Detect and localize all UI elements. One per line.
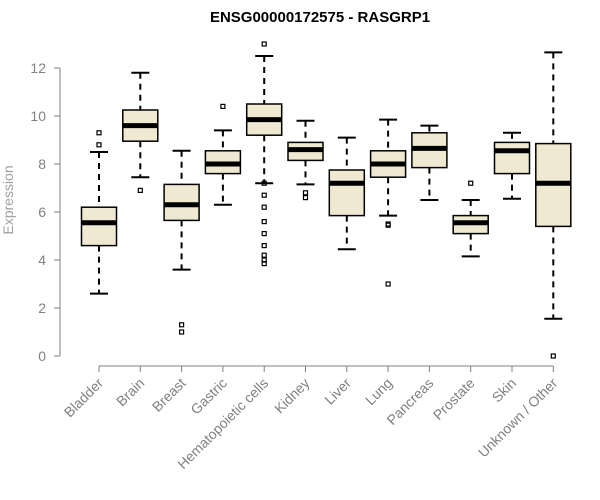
outlier-point-0 <box>468 180 474 186</box>
y-tick-label-0: 0 <box>38 348 46 364</box>
outlier-point-1 <box>261 180 267 186</box>
y-tick-label-2: 4 <box>38 252 46 268</box>
box-group-10 <box>493 131 531 200</box>
box-group-1 <box>122 71 159 193</box>
box-group-11 <box>535 51 572 359</box>
outlier-point-9 <box>261 261 267 267</box>
x-tick-label-6: Liver <box>321 375 354 408</box>
x-tick-label-2: Breast <box>149 375 189 415</box>
box-group-7 <box>369 118 407 287</box>
y-tick-label-3: 6 <box>38 204 46 220</box>
chart-title: ENSG00000172575 - RASGRP1 <box>210 9 430 26</box>
y-tick-label-6: 12 <box>30 60 46 76</box>
box-group-6 <box>328 136 366 251</box>
x-tick-label-9: Prostate <box>430 375 478 423</box>
box-group-5 <box>287 119 324 201</box>
x-tick-label-0: Bladder <box>61 375 107 421</box>
outlier-point-5 <box>261 231 267 237</box>
x-tick-label-5: Kidney <box>271 375 313 417</box>
outlier-point-2 <box>261 192 267 198</box>
outlier-point-1 <box>302 195 309 201</box>
outlier-point-1 <box>179 329 185 335</box>
outlier-point-0 <box>96 142 102 148</box>
outlier-point-0 <box>179 322 185 328</box>
box <box>80 206 118 247</box>
outlier-point-3 <box>261 204 267 210</box>
outlier-point-0 <box>550 353 556 359</box>
box-group-8 <box>411 124 448 201</box>
y-axis: 0 2 4 6 8 10 12 <box>30 60 61 364</box>
box-group-2 <box>163 149 200 335</box>
y-tick-label-4: 8 <box>38 156 46 172</box>
box-series <box>80 41 572 359</box>
x-tick-label-1: Brain <box>113 375 147 409</box>
outlier-point-1 <box>96 130 102 136</box>
outlier-point-7 <box>261 252 267 258</box>
outlier-point-4 <box>261 219 267 225</box>
box-group-0 <box>80 130 118 295</box>
box <box>493 141 531 175</box>
x-tick-label-10: Skin <box>489 375 520 406</box>
x-tick-label-7: Lung <box>362 375 395 408</box>
outlier-point-0 <box>220 103 226 110</box>
box <box>328 169 366 217</box>
outlier-point-0 <box>302 190 309 196</box>
y-tick-label-5: 10 <box>30 108 46 124</box>
outlier-point-6 <box>261 243 267 249</box>
outlier-point-0 <box>261 41 267 47</box>
box-group-4 <box>245 41 283 267</box>
y-axis-label: Expression <box>0 165 16 234</box>
outlier-point-2 <box>385 281 391 287</box>
box-group-9 <box>452 180 489 258</box>
y-tick-label-1: 2 <box>38 300 46 316</box>
outlier-point-1 <box>385 222 391 228</box>
outlier-point-0 <box>137 187 143 193</box>
box-group-3 <box>204 103 242 206</box>
